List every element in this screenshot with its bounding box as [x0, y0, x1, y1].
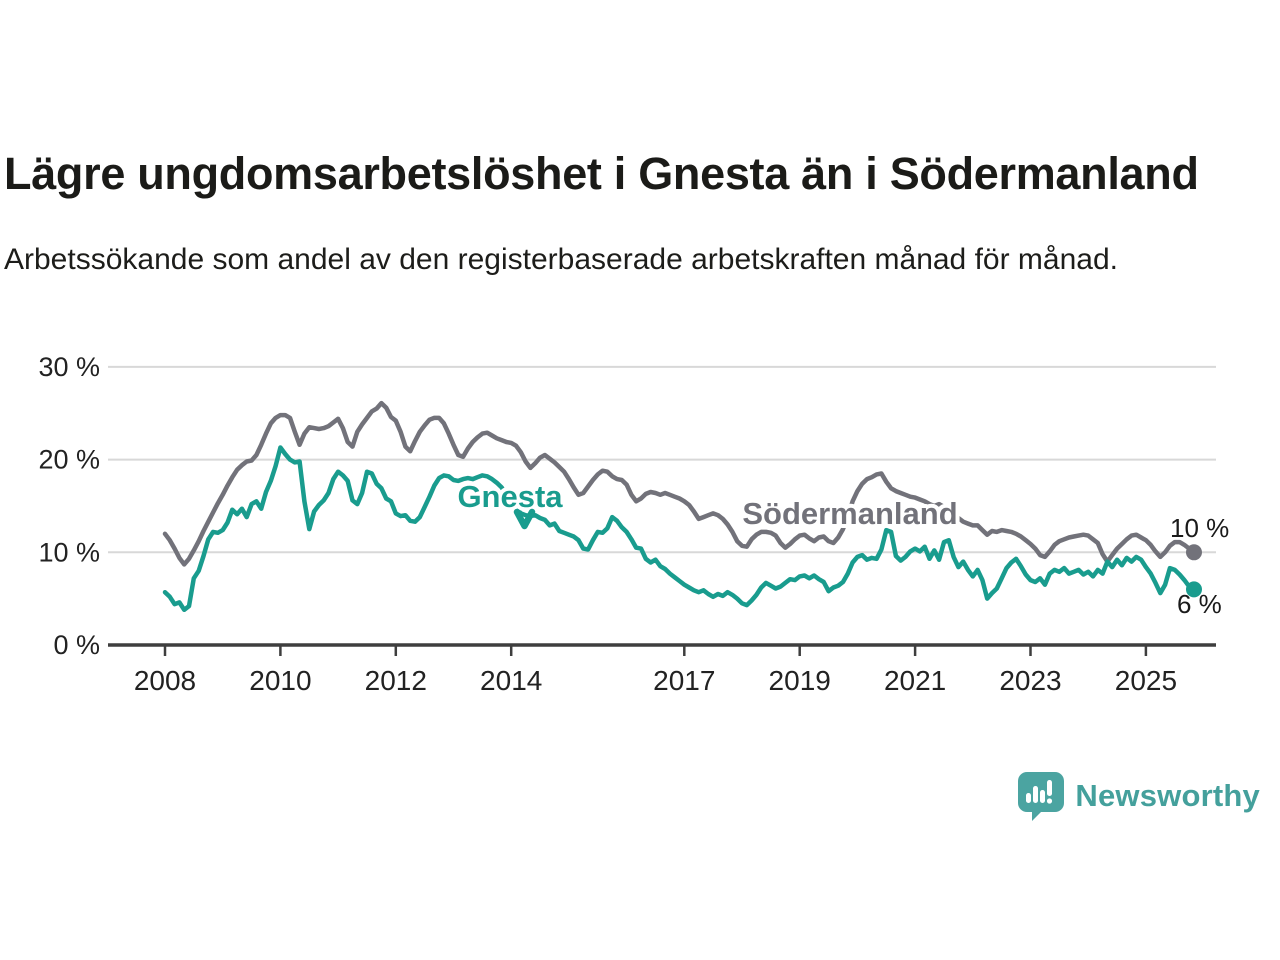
- bar-chart-speech-bubble-icon: [1018, 772, 1065, 821]
- x-tick-label: 2017: [653, 665, 715, 696]
- x-tick-label: 2023: [999, 665, 1061, 696]
- end-dot-gnesta: [1185, 581, 1202, 598]
- series-label: Södermanland: [742, 496, 957, 531]
- page-title: Lägre ungdomsarbetslöshet i Gnesta än i …: [4, 148, 1199, 199]
- x-tick-label: 2021: [884, 665, 946, 696]
- series-line-gnesta: [162, 445, 1197, 613]
- newsworthy-brand: Newsworthy: [1017, 770, 1260, 822]
- page-subtitle: Arbetssökande som andel av den registerb…: [4, 243, 1118, 276]
- end-dot-södermanland: [1185, 544, 1202, 561]
- y-tick-label: 10 %: [38, 537, 100, 567]
- y-tick-label: 30 %: [38, 352, 100, 382]
- x-tick-label: 2025: [1115, 665, 1177, 696]
- x-tick-label: 2012: [365, 665, 427, 696]
- x-tick-label: 2010: [249, 665, 311, 696]
- y-tick-label: 0 %: [53, 630, 100, 660]
- x-tick-label: 2014: [480, 665, 542, 696]
- y-tick-label: 20 %: [38, 445, 100, 475]
- series-label: Gnesta: [457, 479, 563, 514]
- end-value-label: 10 %: [1170, 513, 1229, 543]
- label-pointer-down-icon: [513, 508, 536, 530]
- x-tick-label: 2019: [769, 665, 831, 696]
- newsworthy-wordmark: Newsworthy: [1075, 778, 1260, 813]
- series-line-södermanland: [162, 400, 1197, 567]
- x-tick-label: 2008: [134, 665, 196, 696]
- mini-bar-chart-glyph: [1026, 780, 1053, 804]
